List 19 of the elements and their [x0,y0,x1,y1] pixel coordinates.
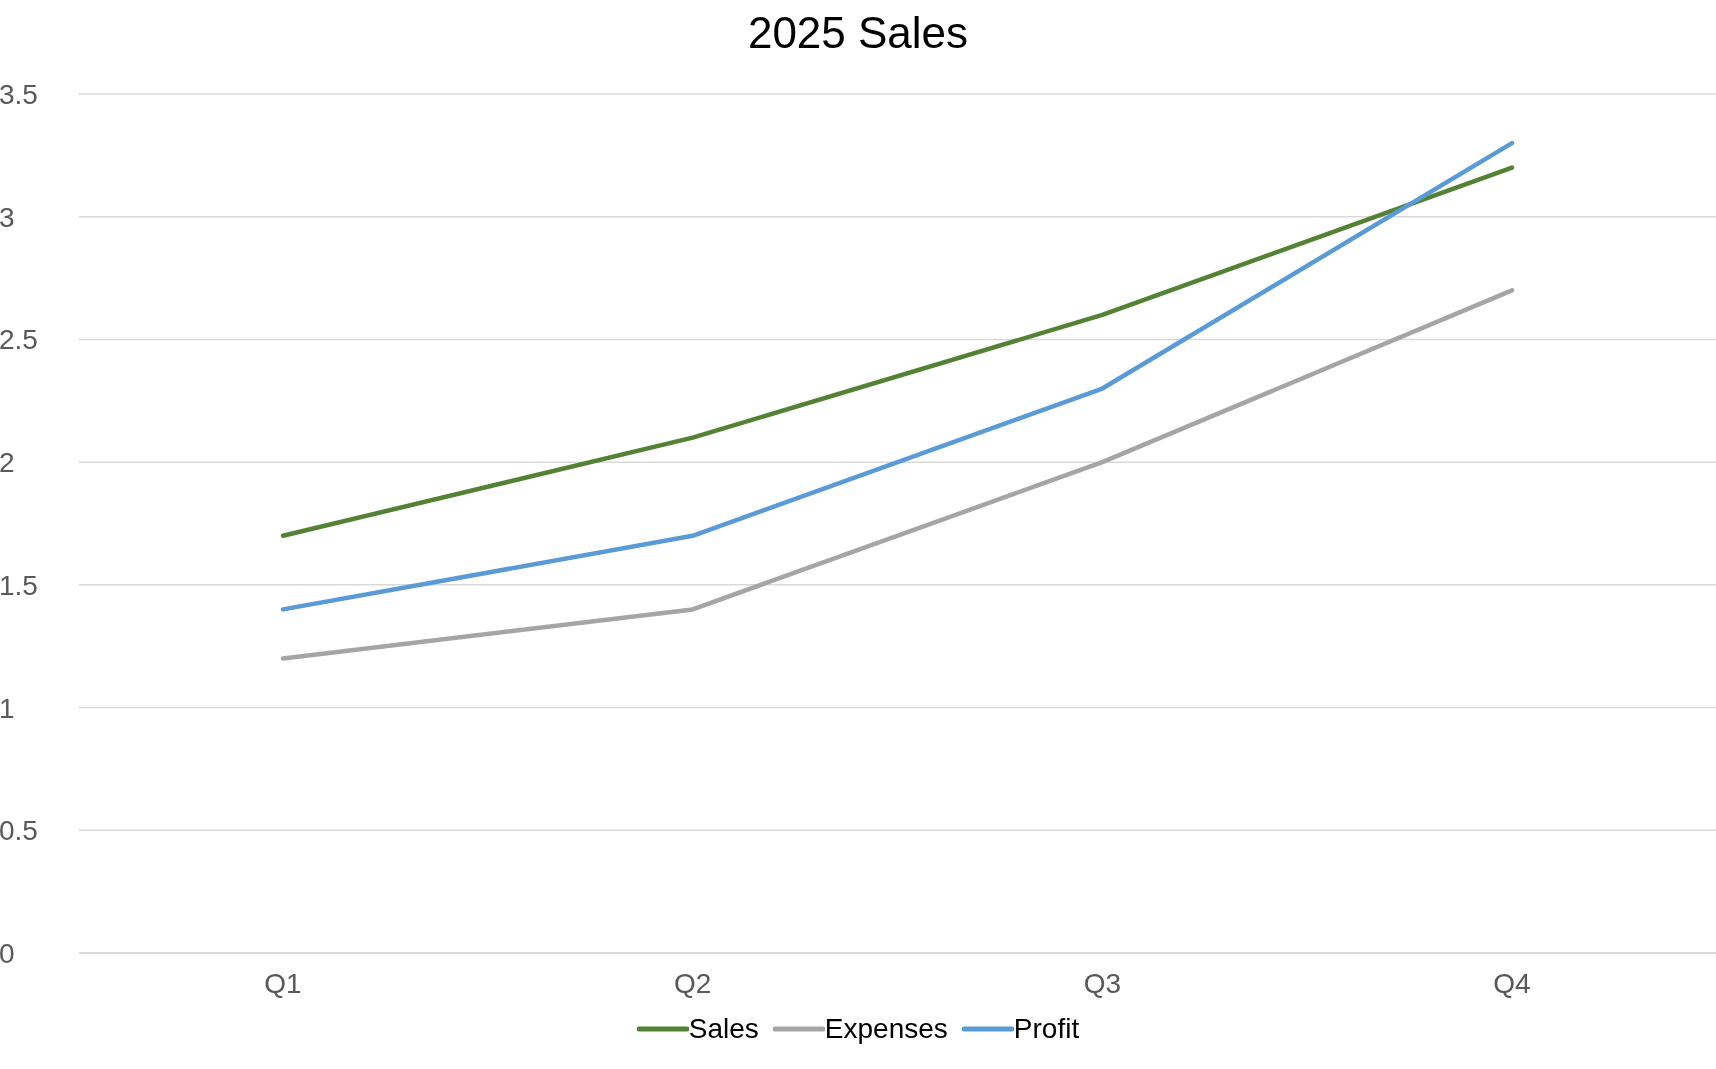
x-tick-label: Q1 [264,967,302,999]
y-tick-label: 2.5 [0,324,38,356]
line-series [280,165,1515,539]
y-tick-label: 2 [0,447,15,479]
legend-label: Profit [1013,1013,1080,1045]
line-series [280,288,1515,661]
legend-label: Expenses [824,1013,948,1045]
x-tick-label: Q2 [673,967,712,999]
chart-title: 2025 Sales [746,8,970,58]
y-tick-label: 0.5 [0,815,38,847]
legend-label: Sales [688,1013,759,1045]
line-series [280,140,1515,612]
x-tick-label: Q3 [1083,967,1122,999]
y-tick-label: 1 [0,692,15,724]
x-tick-label: Q4 [1493,967,1531,999]
y-tick-label: 0 [0,937,15,969]
y-tick-label: 3 [0,201,15,233]
y-tick-label: 3.5 [0,78,38,110]
y-tick-label: 1.5 [0,569,38,601]
